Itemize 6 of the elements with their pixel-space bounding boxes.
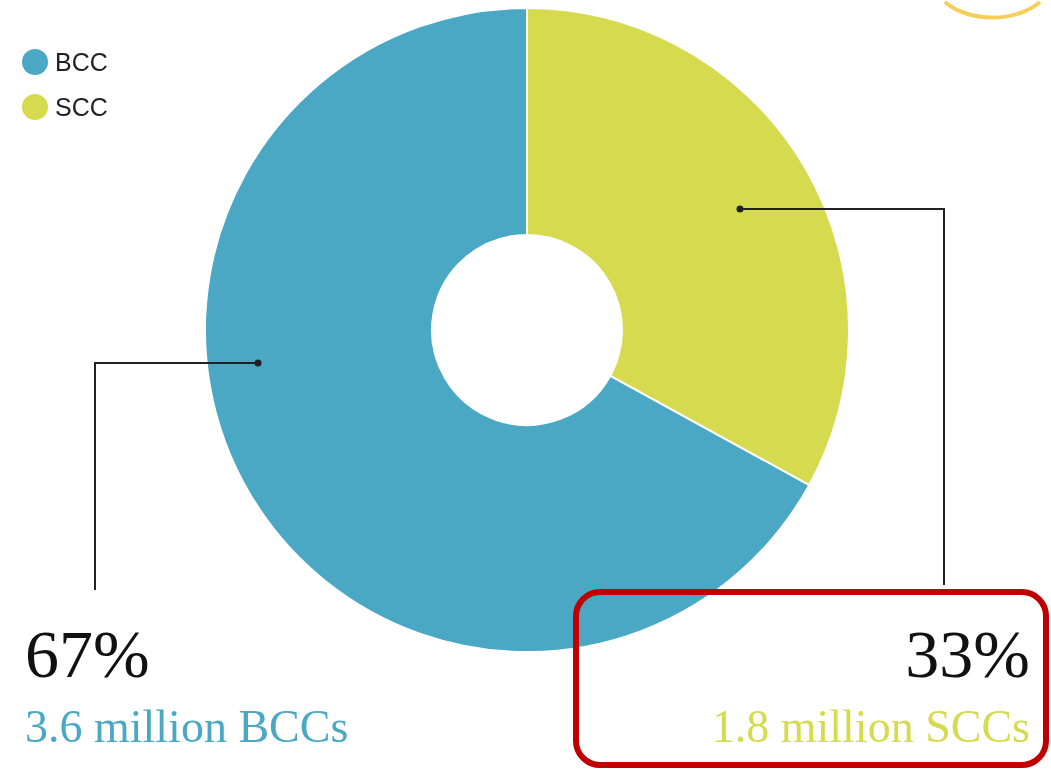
legend-label: SCC bbox=[55, 93, 108, 121]
data-label: 67% bbox=[25, 616, 150, 692]
text: 3.6 million BCCs bbox=[25, 701, 349, 752]
legend-label: BCC bbox=[55, 48, 108, 76]
data-label: 33% bbox=[905, 616, 1030, 692]
text: 1.8 million SCCs bbox=[711, 701, 1030, 752]
